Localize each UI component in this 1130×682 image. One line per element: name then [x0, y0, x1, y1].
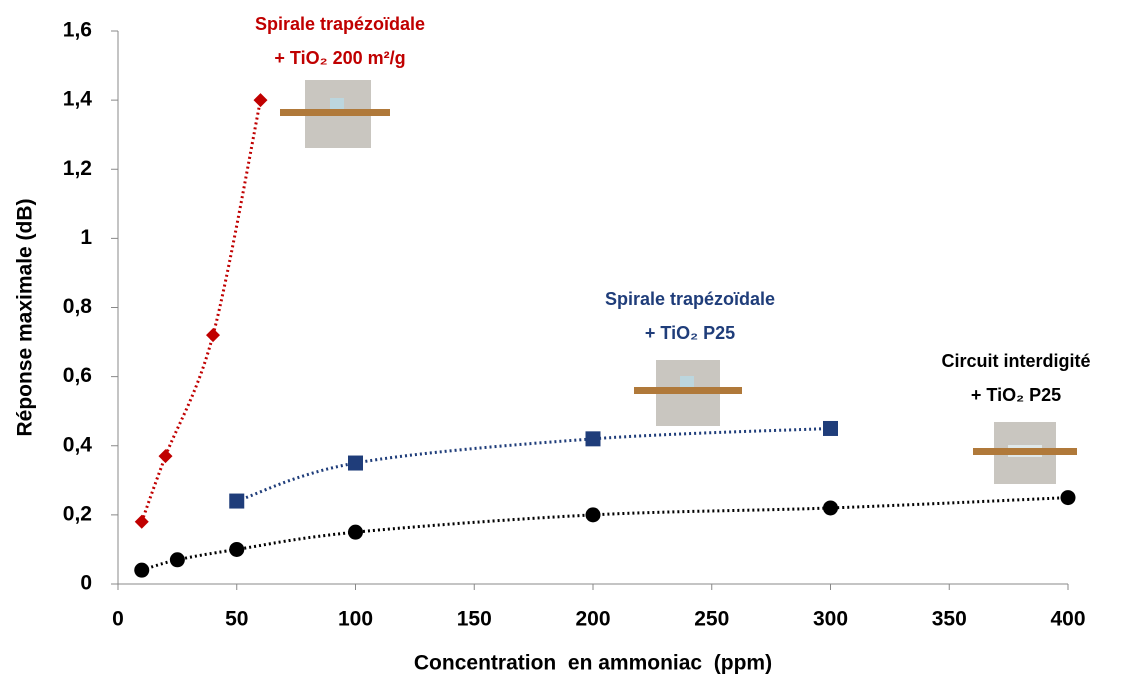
- y-tick-label: 1: [80, 226, 92, 249]
- marker: [585, 507, 601, 523]
- x-tick-label: 50: [225, 608, 248, 631]
- film: [680, 376, 694, 388]
- marker: [823, 420, 838, 436]
- x-tick-label: 0: [112, 608, 124, 631]
- x-axis-title: Concentration en ammoniac (ppm): [414, 652, 772, 675]
- connector: [280, 109, 390, 116]
- photo: [973, 422, 1077, 484]
- marker: [169, 552, 185, 568]
- marker: [134, 514, 149, 529]
- y-tick-label: 0,6: [63, 364, 92, 387]
- x-tick-label: 300: [813, 608, 848, 631]
- x-tick-label: 200: [575, 608, 610, 631]
- series-label: Circuit interdigité: [941, 351, 1090, 371]
- series-label: + TiO₂ 200 m²/g: [274, 48, 405, 68]
- marker: [348, 455, 363, 471]
- series-label: + TiO₂ P25: [645, 323, 735, 343]
- x-tick-label: 350: [932, 608, 967, 631]
- photo: [634, 360, 742, 426]
- connector: [634, 387, 742, 394]
- series-label: Spirale trapézoïdale: [605, 289, 775, 309]
- series-line: [140, 99, 262, 523]
- x-tick-label: 100: [338, 608, 373, 631]
- marker: [158, 449, 173, 464]
- x-tick-label: 250: [694, 608, 729, 631]
- marker: [823, 500, 838, 516]
- series-line: [141, 496, 1069, 572]
- x-tick-label: 400: [1050, 608, 1085, 631]
- film: [330, 98, 344, 110]
- marker: [348, 524, 363, 540]
- marker: [229, 541, 245, 557]
- photo: [280, 80, 390, 148]
- y-tick-label: 1,4: [63, 88, 93, 111]
- device-photos: [280, 80, 1077, 484]
- series-label: + TiO₂ P25: [971, 385, 1061, 405]
- y-tick-label: 0,8: [63, 295, 93, 318]
- y-tick-label: 1,2: [63, 157, 92, 180]
- series-label: Spirale trapézoïdale: [255, 14, 425, 34]
- y-tick-label: 1,6: [63, 19, 92, 42]
- y-tick-label: 0,4: [63, 433, 93, 456]
- marker: [1060, 490, 1076, 506]
- connector: [973, 448, 1077, 455]
- marker: [206, 328, 220, 343]
- marker: [134, 562, 150, 578]
- y-tick-label: 0,2: [63, 502, 92, 525]
- y-tick-label: 0: [80, 572, 92, 595]
- marker: [253, 93, 268, 108]
- marker: [585, 431, 601, 447]
- marker: [229, 493, 245, 509]
- series-line: [236, 426, 831, 503]
- y-axis-title: Réponse maximale (dB): [14, 198, 37, 436]
- x-tick-label: 150: [457, 608, 492, 631]
